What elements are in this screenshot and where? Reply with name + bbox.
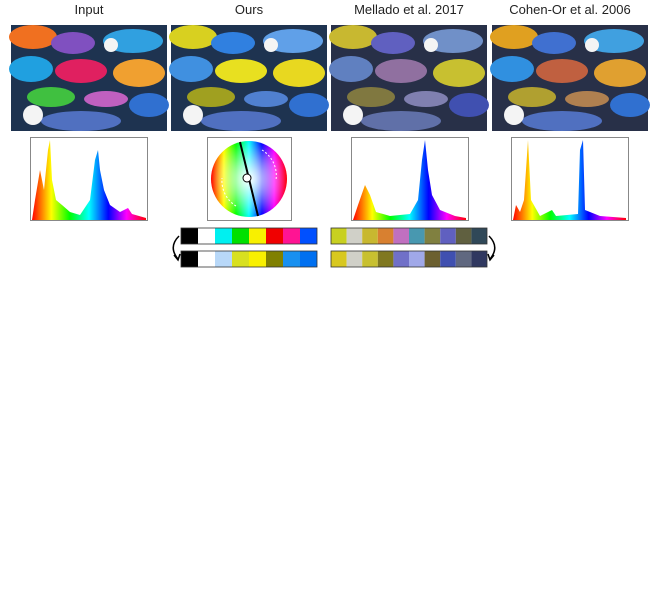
- swatch-border: [180, 227, 318, 245]
- swatch: [198, 228, 215, 244]
- swatch: [283, 251, 300, 267]
- swatch: [215, 251, 232, 267]
- ours-palette: [180, 227, 318, 268]
- swatch: [409, 228, 425, 244]
- swatch: [283, 228, 300, 244]
- color-wheel: [207, 137, 292, 221]
- cohen-or-image: [490, 25, 650, 131]
- swatch: [346, 228, 363, 244]
- swatch: [424, 251, 441, 267]
- swatch: [440, 228, 456, 244]
- mellado-histogram: [351, 137, 469, 221]
- column-title: Cohen-Or et al. 2006: [509, 2, 630, 17]
- swatch: [471, 251, 487, 267]
- swatch: [424, 228, 441, 244]
- swatch: [455, 251, 472, 267]
- swatch: [377, 228, 394, 244]
- column-title: Input: [75, 2, 104, 17]
- swatch: [249, 251, 266, 267]
- swatch: [346, 251, 363, 267]
- swatch-border: [180, 250, 318, 268]
- swatch: [362, 251, 378, 267]
- column-title: Mellado et al. 2017: [354, 2, 464, 17]
- swatch: [300, 251, 317, 267]
- swatch: [331, 228, 347, 244]
- swatch: [393, 251, 409, 267]
- swatch: [266, 251, 283, 267]
- swatch: [232, 228, 249, 244]
- mellado-image: [329, 25, 489, 131]
- mellado-palette: [330, 227, 488, 268]
- swatch: [198, 251, 215, 267]
- swatch: [393, 228, 409, 244]
- swatch: [471, 228, 487, 244]
- swatch-border: [330, 227, 488, 245]
- swatch: [409, 251, 425, 267]
- swatch: [331, 251, 347, 267]
- input-image: [9, 25, 169, 131]
- swatch: [215, 228, 232, 244]
- swatch: [377, 251, 394, 267]
- mapping-arrow-head: [487, 253, 495, 262]
- swatch: [362, 228, 378, 244]
- swatch: [181, 228, 198, 244]
- swatch: [249, 228, 266, 244]
- swatch: [440, 251, 456, 267]
- ours-image: [169, 25, 329, 131]
- cohen-or-histogram: [511, 137, 629, 221]
- swatch: [300, 228, 317, 244]
- swatch: [455, 228, 472, 244]
- input-histogram: [30, 137, 148, 221]
- column-title: Ours: [235, 2, 264, 17]
- mapping-arrow-head: [173, 253, 181, 262]
- swatch-border: [330, 250, 488, 268]
- swatch: [266, 228, 283, 244]
- swatch: [181, 251, 198, 267]
- swatch: [232, 251, 249, 267]
